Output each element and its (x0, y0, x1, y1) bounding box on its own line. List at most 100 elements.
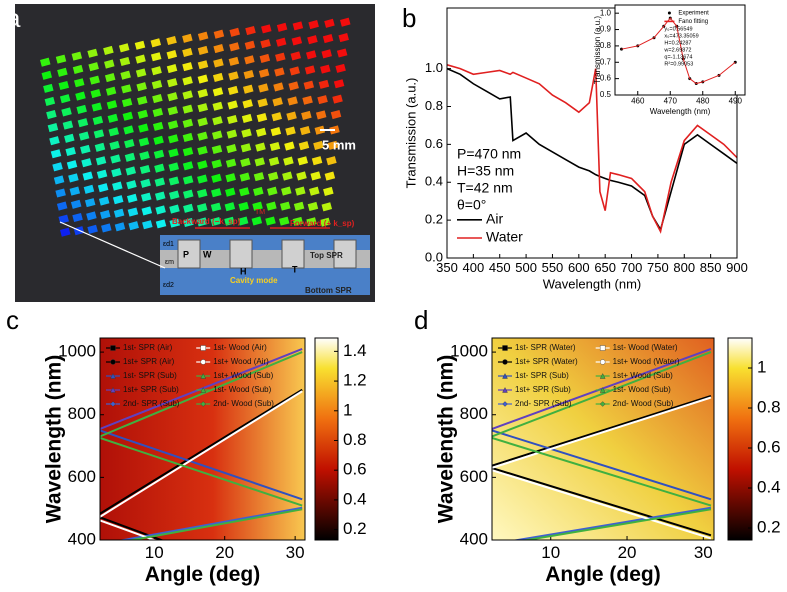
colorbar-tick-label: 1.2 (343, 371, 367, 390)
legend-marker (599, 345, 606, 351)
photo-tile (212, 72, 224, 82)
mode-line (126, 508, 303, 540)
legend-marker (599, 359, 606, 365)
plot-frame (99, 337, 306, 541)
photo-tile (197, 117, 208, 127)
legend-marker (110, 401, 116, 407)
photo-tile (303, 80, 315, 90)
photo-tile (58, 214, 69, 224)
x-tick-label: 700 (621, 260, 643, 275)
legend-label: Air (486, 211, 503, 227)
x-tick-label: 20 (215, 543, 234, 562)
x-tick-label: 30 (694, 543, 713, 562)
photo-tile (110, 154, 121, 164)
photo-tile (324, 18, 335, 28)
x-tick-label: 800 (673, 260, 695, 275)
colorbar-tick-label: 1.4 (343, 341, 367, 360)
mode-line (492, 436, 712, 507)
photo-tile (57, 67, 68, 77)
photo-tile (61, 107, 72, 117)
y-tick-label: 1000 (450, 342, 488, 361)
photo-tile (267, 186, 278, 196)
photo-tile (227, 100, 238, 110)
photo-tile (228, 56, 240, 66)
photo-tile (321, 202, 333, 212)
y-tick-label: 1.0 (425, 60, 443, 75)
legend-label: 1st- SPR (Sub) (123, 371, 177, 380)
legend-marker (200, 373, 207, 379)
photo-tile (292, 216, 304, 226)
photo-tile (284, 141, 295, 151)
photo-tile (95, 156, 107, 166)
series-line (447, 67, 737, 232)
panel-label: d (414, 305, 428, 335)
photo-tile (307, 35, 318, 45)
photo-tile (154, 163, 165, 173)
photo-tile (229, 42, 240, 52)
legend-marker (200, 401, 206, 407)
mode-line (492, 394, 712, 467)
photo-tile (71, 51, 83, 61)
photo-tile (242, 84, 254, 94)
photo-tile (311, 156, 323, 166)
photo-tile (78, 131, 90, 141)
photo-tile (124, 139, 135, 149)
photo-tile (150, 52, 162, 62)
metal-layer (160, 250, 370, 268)
photo-tile (77, 118, 89, 128)
mode-line (492, 469, 712, 540)
photo-tile (245, 25, 256, 36)
mode-line (118, 506, 303, 540)
legend-label: 2nd- SPR (Sub) (515, 399, 572, 408)
legend-marker (110, 373, 116, 379)
label: W (203, 249, 212, 259)
photo-tile (166, 50, 178, 60)
photo-tile (196, 217, 208, 227)
legend-marker (110, 345, 116, 351)
photo-tile (307, 201, 319, 212)
photo-tile (66, 160, 78, 170)
photo-tile (111, 167, 122, 178)
photo-tile (153, 135, 164, 145)
label: H (240, 266, 247, 276)
legend-marker (599, 387, 606, 393)
photo-tile (136, 82, 147, 92)
photo-tile (257, 98, 268, 108)
photo-tile (56, 201, 68, 211)
x-tick-label: 500 (515, 260, 537, 275)
photo-tile (318, 79, 330, 89)
photo-tile (241, 128, 252, 138)
photo-tile (213, 29, 225, 39)
photo-tile (212, 101, 223, 111)
photo-tile (114, 222, 126, 232)
photo-tile (182, 90, 193, 100)
photo-tile (286, 111, 297, 121)
x-tick-label: 10 (541, 543, 560, 562)
photo-tile (227, 114, 238, 125)
photo-tile (197, 160, 208, 170)
photo-tile (135, 68, 147, 78)
legend-marker (502, 387, 508, 393)
panel-label: b (402, 3, 416, 33)
photo-tile (310, 171, 321, 181)
x-tick-label: 600 (568, 260, 590, 275)
photo-tile (260, 39, 271, 49)
annotation: θ=0° (457, 197, 486, 213)
photo-tile (211, 144, 223, 155)
photo-tile (87, 48, 98, 58)
photo-tile (126, 193, 138, 203)
photo-tile (155, 205, 166, 215)
photo-tile (293, 201, 305, 211)
mode-line (492, 467, 712, 537)
y-tick-label: 800 (460, 404, 488, 423)
photo-tile (182, 175, 194, 185)
label: TM (255, 209, 265, 216)
photo-tile (122, 111, 134, 121)
photo-tile (88, 62, 99, 72)
photo-tile (197, 145, 208, 156)
photo-tile (335, 63, 346, 73)
photo-tile (197, 45, 209, 56)
photo-tile (308, 19, 319, 30)
y-tick-label: 1000 (58, 342, 96, 361)
photo-tile (210, 202, 222, 212)
